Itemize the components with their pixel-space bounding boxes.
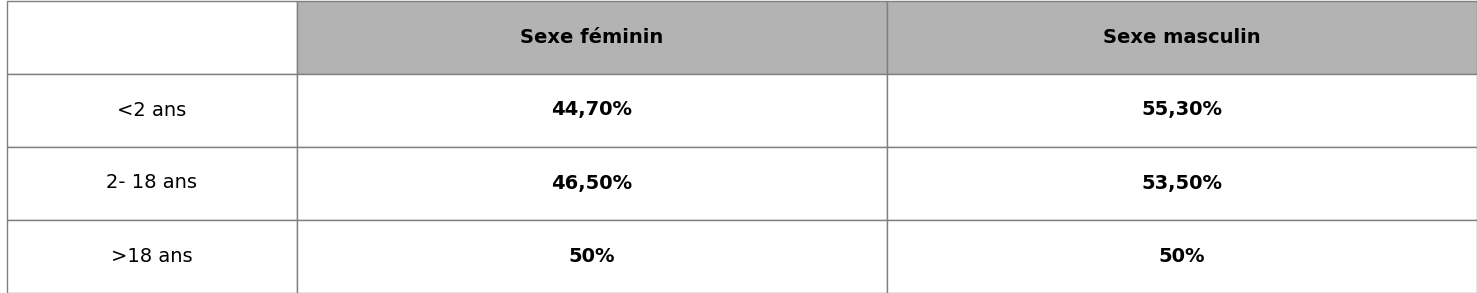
Bar (7, 146, 297, 219)
Bar (7, 74, 297, 146)
Bar (888, 1, 1477, 74)
Text: Sexe féminin: Sexe féminin (520, 28, 663, 47)
Bar (297, 74, 888, 146)
Text: 53,50%: 53,50% (1142, 173, 1223, 193)
Text: <2 ans: <2 ans (117, 100, 186, 120)
Bar (888, 146, 1477, 219)
Bar (297, 1, 888, 74)
Text: 55,30%: 55,30% (1142, 100, 1223, 120)
Bar (888, 219, 1477, 292)
Bar (297, 146, 888, 219)
Text: 50%: 50% (1159, 246, 1205, 265)
Text: 2- 18 ans: 2- 18 ans (106, 173, 198, 193)
Bar (7, 1, 297, 74)
Text: 46,50%: 46,50% (551, 173, 632, 193)
Text: 50%: 50% (569, 246, 616, 265)
Text: 44,70%: 44,70% (551, 100, 632, 120)
Bar (7, 219, 297, 292)
Text: >18 ans: >18 ans (111, 246, 193, 265)
Text: Sexe masculin: Sexe masculin (1103, 28, 1261, 47)
Bar (297, 219, 888, 292)
Bar (888, 74, 1477, 146)
